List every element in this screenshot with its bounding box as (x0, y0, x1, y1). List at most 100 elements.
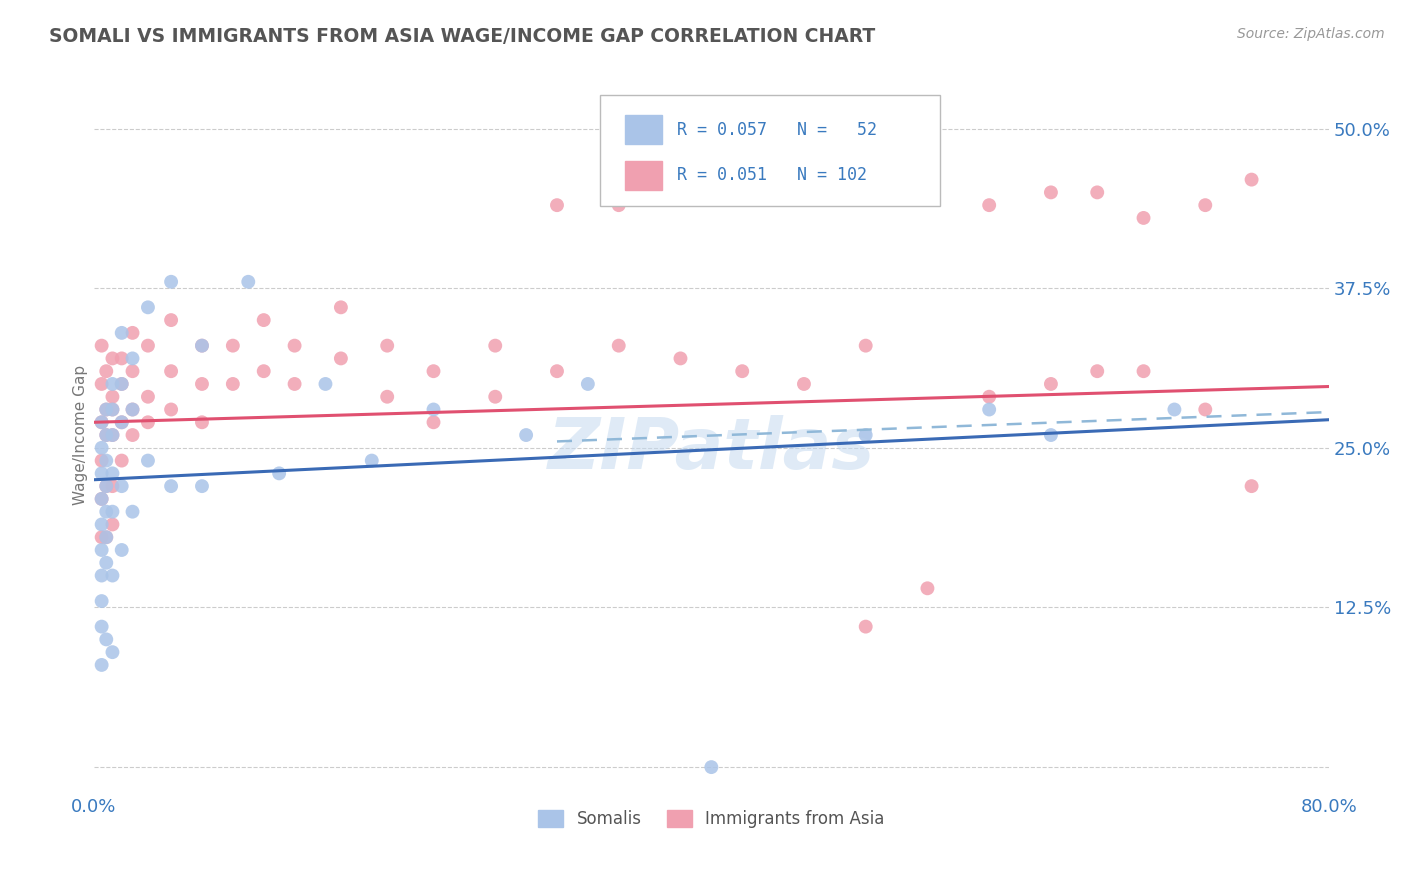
Point (855, 619, 877, 633)
Point (101, 505, 124, 519)
Point (111, 479, 134, 493)
Point (101, 402, 124, 417)
Point (1132, 211, 1154, 225)
Point (222, 338, 245, 352)
Bar (624, 161, 662, 190)
Point (121, 402, 143, 417)
Point (1240, 479, 1263, 493)
Text: R = 0.057   N =   52: R = 0.057 N = 52 (676, 120, 877, 138)
Point (669, 351, 692, 366)
Point (1194, 198, 1216, 212)
Point (160, 275, 183, 289)
Point (121, 351, 143, 366)
Text: SOMALI VS IMMIGRANTS FROM ASIA WAGE/INCOME GAP CORRELATION CHART: SOMALI VS IMMIGRANTS FROM ASIA WAGE/INCO… (49, 27, 876, 45)
Point (101, 428, 124, 442)
Point (111, 415, 134, 429)
Point (96, 402, 118, 417)
Point (96, 428, 118, 442)
Point (101, 645, 124, 659)
Point (1194, 402, 1216, 417)
Point (90, 619, 112, 633)
Point (269, 467, 291, 481)
Point (96, 530, 118, 544)
Point (1085, 186, 1108, 200)
Point (546, 364, 568, 378)
Point (96, 556, 118, 570)
Point (101, 479, 124, 493)
Point (360, 453, 382, 467)
Point (101, 568, 124, 582)
Point (160, 402, 183, 417)
Point (136, 301, 159, 315)
Point (238, 275, 260, 289)
Point (515, 428, 537, 442)
Point (700, 760, 723, 774)
Point (191, 338, 214, 352)
Point (90, 338, 112, 352)
Point (90, 376, 112, 391)
Point (136, 453, 159, 467)
Point (90, 441, 112, 455)
Point (1085, 364, 1108, 378)
Point (855, 338, 877, 352)
Text: R = 0.051   N = 102: R = 0.051 N = 102 (676, 167, 866, 185)
Point (160, 479, 183, 493)
Point (111, 376, 134, 391)
Point (96, 479, 118, 493)
Point (96, 364, 118, 378)
Point (96, 402, 118, 417)
Point (793, 376, 815, 391)
Point (111, 351, 134, 366)
Point (101, 402, 124, 417)
Point (96, 505, 118, 519)
Point (979, 390, 1001, 404)
Point (111, 376, 134, 391)
Point (160, 364, 183, 378)
Legend: Somalis, Immigrants from Asia: Somalis, Immigrants from Asia (531, 803, 891, 834)
Point (90, 453, 112, 467)
Point (121, 505, 143, 519)
Point (111, 326, 134, 340)
Point (1039, 376, 1062, 391)
Point (576, 376, 599, 391)
Point (1132, 364, 1154, 378)
Point (101, 467, 124, 481)
Point (101, 390, 124, 404)
Point (253, 364, 276, 378)
Point (136, 338, 159, 352)
Point (96, 479, 118, 493)
Point (422, 364, 444, 378)
Point (90, 415, 112, 429)
Y-axis label: Wage/Income Gap: Wage/Income Gap (73, 365, 89, 505)
Point (111, 415, 134, 429)
Point (731, 160, 754, 174)
Point (979, 402, 1001, 417)
Point (101, 517, 124, 532)
Point (793, 147, 815, 161)
Point (607, 198, 630, 212)
Point (253, 313, 276, 327)
Point (422, 402, 444, 417)
Point (222, 376, 245, 391)
Text: Source: ZipAtlas.com: Source: ZipAtlas.com (1237, 27, 1385, 41)
Point (329, 301, 352, 315)
Point (484, 390, 506, 404)
Point (731, 364, 754, 378)
Point (90, 657, 112, 672)
Point (191, 338, 214, 352)
Point (284, 338, 307, 352)
Point (121, 428, 143, 442)
Point (121, 364, 143, 378)
Point (101, 376, 124, 391)
Point (314, 376, 336, 391)
Point (121, 402, 143, 417)
Point (191, 415, 214, 429)
Point (90, 517, 112, 532)
Point (90, 467, 112, 481)
Point (1240, 172, 1263, 186)
Point (101, 351, 124, 366)
Point (1039, 186, 1062, 200)
Point (111, 453, 134, 467)
Point (90, 594, 112, 608)
Point (979, 198, 1001, 212)
